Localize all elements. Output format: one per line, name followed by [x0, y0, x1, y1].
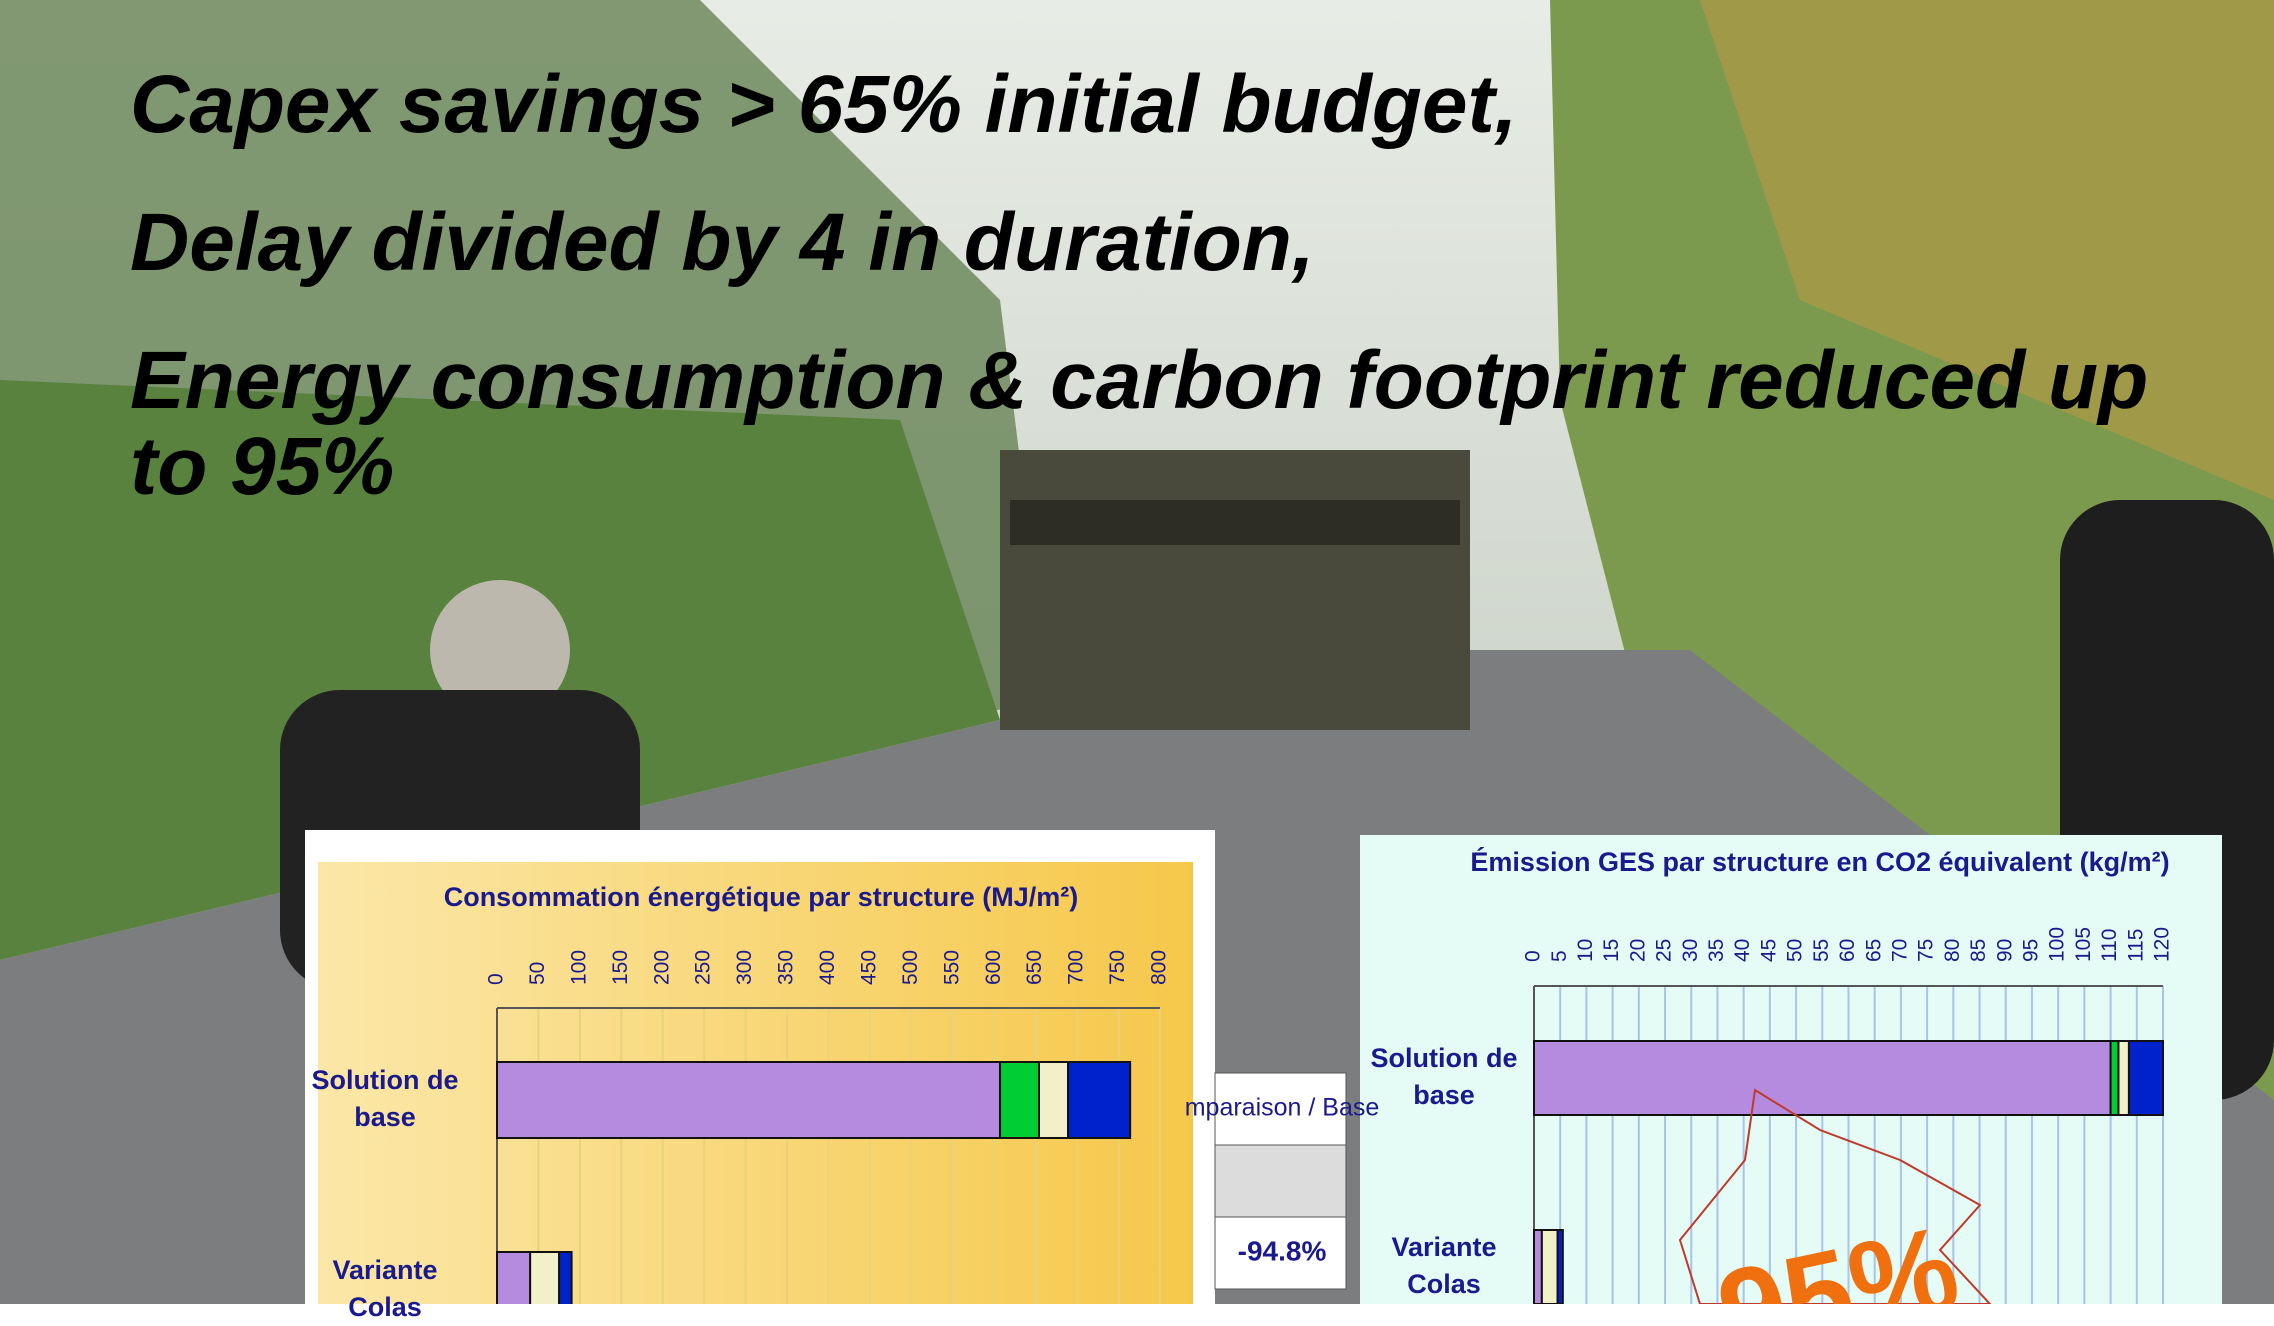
badge-text: 95% [1707, 1200, 1970, 1304]
slide: mparaison / Base -94.8% Consommation éne… [0, 0, 2274, 1304]
category-label: Solution de base [1359, 1040, 1529, 1114]
bullet: Capex savings > 65% initial budget, [130, 62, 2180, 148]
category-label: Variante Colas [1359, 1229, 1529, 1303]
bullet: Delay divided by 4 in duration, [130, 200, 2180, 286]
category-label: Solution de base [300, 1062, 470, 1136]
category-label: Variante Colas [300, 1252, 470, 1326]
bullet: Energy consumption & carbon footprint re… [130, 338, 2190, 510]
